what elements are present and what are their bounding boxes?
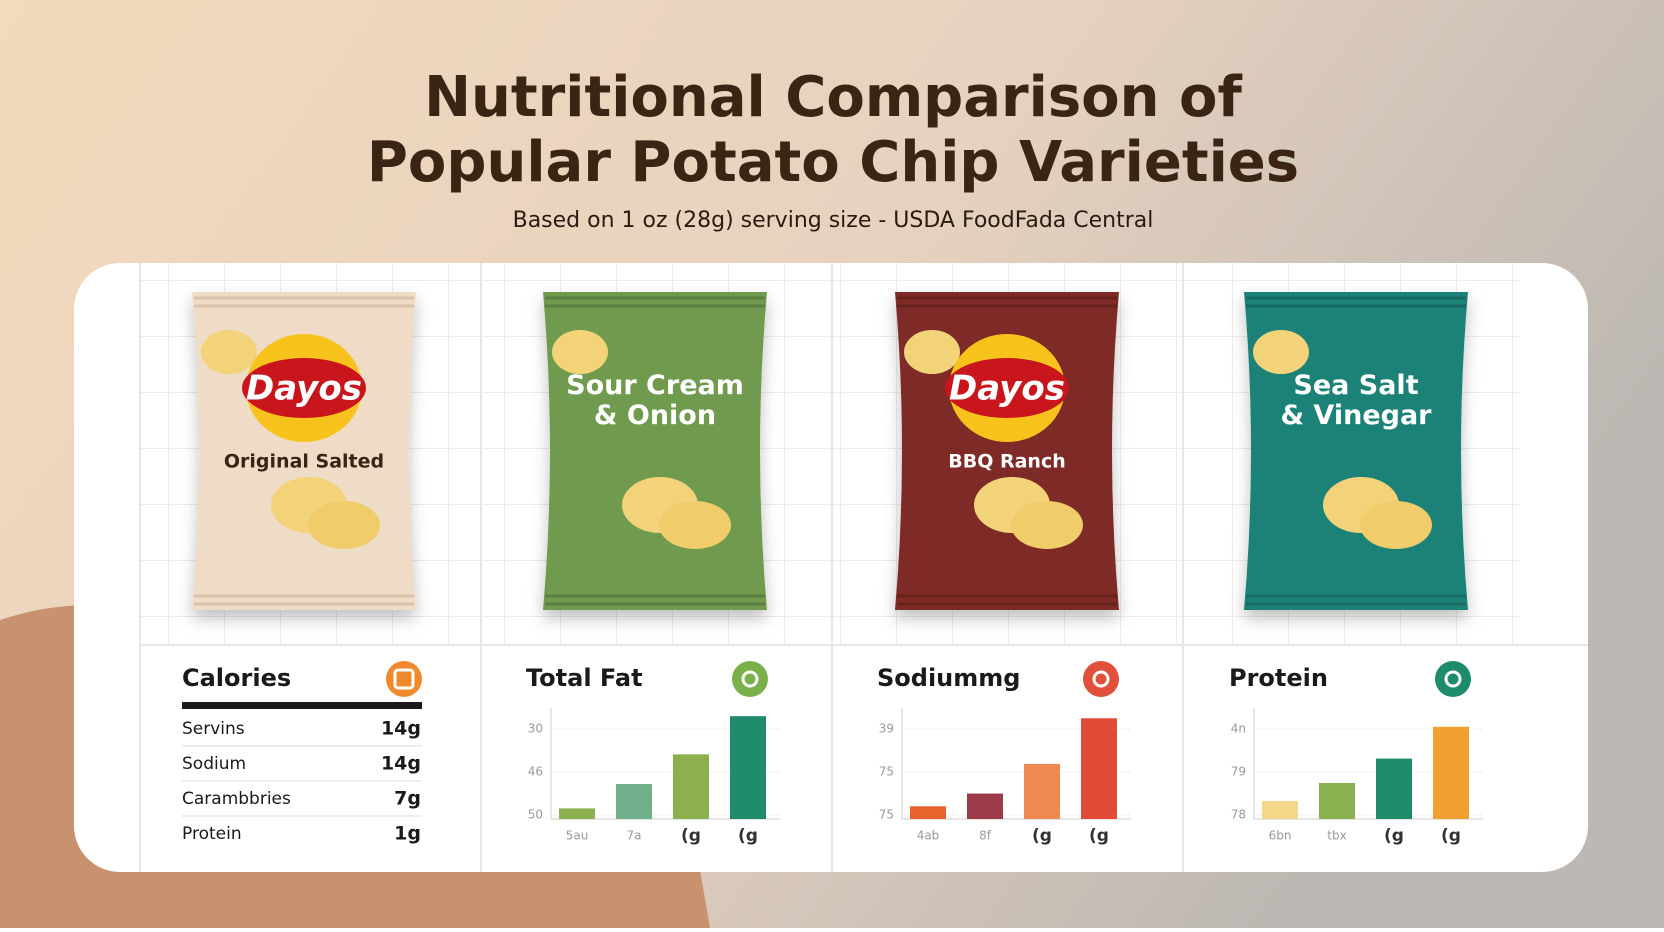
bar bbox=[1433, 726, 1469, 819]
panel-icon bbox=[386, 661, 422, 697]
x-tick-label: (g bbox=[1089, 826, 1109, 846]
x-tick-label: (g bbox=[681, 826, 701, 846]
y-tick-label: 75 bbox=[879, 765, 894, 779]
row-value: 14g bbox=[381, 753, 421, 775]
panel-icon bbox=[732, 661, 768, 697]
panel-title: Sodiummg bbox=[877, 664, 1020, 692]
y-tick-label: 78 bbox=[1231, 808, 1246, 822]
dividers bbox=[139, 263, 1588, 872]
x-tick-label: 5au bbox=[566, 829, 589, 843]
panel-title: Total Fat bbox=[526, 664, 643, 692]
y-tick-label: 39 bbox=[879, 722, 894, 736]
bar bbox=[730, 716, 766, 819]
bar bbox=[910, 806, 946, 819]
chip-bag: Sour Cream & Onion bbox=[543, 292, 767, 610]
flavor: Original Salted bbox=[224, 451, 384, 473]
flavor: Sea Salt & Vinegar bbox=[1280, 370, 1432, 431]
icon-glyph bbox=[1092, 670, 1110, 688]
row-label: Carambbries bbox=[182, 789, 291, 809]
bar bbox=[673, 754, 709, 819]
flavor-line: Sour Cream bbox=[566, 370, 744, 401]
rule bbox=[182, 702, 422, 709]
icon-glyph bbox=[741, 670, 759, 688]
chip bbox=[904, 330, 960, 374]
panel-icon bbox=[1083, 661, 1119, 697]
chip bbox=[308, 501, 380, 549]
panel-title: Calories bbox=[182, 664, 291, 692]
flavor-line: & Vinegar bbox=[1280, 400, 1432, 431]
x-tick-label: 4ab bbox=[917, 829, 940, 843]
chip bbox=[1360, 501, 1432, 549]
panel-icon bbox=[1435, 661, 1471, 697]
bar bbox=[1262, 800, 1298, 819]
chip-bag: Sea Salt & Vinegar bbox=[1244, 292, 1468, 610]
chip-bag: Dayos BBQ Ranch bbox=[895, 292, 1119, 610]
chip bbox=[1253, 330, 1309, 374]
row-label: Sodium bbox=[182, 754, 246, 774]
brand: Dayos bbox=[246, 369, 362, 409]
x-tick-label: 7a bbox=[627, 829, 642, 843]
y-tick-label: 4n bbox=[1231, 722, 1246, 736]
chip bbox=[1011, 501, 1083, 549]
logo-badge bbox=[945, 358, 1069, 418]
x-tick-label: (g bbox=[1032, 826, 1052, 846]
title: Nutritional Comparison of bbox=[424, 65, 1242, 130]
chip bbox=[201, 330, 257, 374]
x-tick-label: 8f bbox=[979, 829, 992, 843]
subtitle: Based on 1 oz (28g) serving size - USDA … bbox=[513, 208, 1154, 233]
x-tick-label: tbx bbox=[1327, 829, 1346, 843]
y-tick-label: 50 bbox=[528, 808, 543, 822]
bar bbox=[1024, 763, 1060, 819]
flavor-line: Sea Salt bbox=[1293, 370, 1418, 401]
row-label: Servins bbox=[182, 719, 245, 739]
chip-bag: Dayos Original Salted bbox=[192, 292, 416, 610]
flavor: BBQ Ranch bbox=[948, 451, 1066, 473]
panel-title: Protein bbox=[1229, 664, 1328, 692]
y-tick-label: 30 bbox=[528, 722, 543, 736]
brand: Dayos bbox=[949, 369, 1065, 409]
x-tick-label: (g bbox=[1384, 826, 1404, 846]
bar bbox=[1319, 782, 1355, 819]
y-tick-label: 79 bbox=[1231, 765, 1246, 779]
x-tick-label: (g bbox=[1441, 826, 1461, 846]
flavor: Sour Cream & Onion bbox=[566, 370, 744, 431]
row-value: 14g bbox=[381, 718, 421, 740]
flavor-line: & Onion bbox=[594, 400, 716, 431]
bar bbox=[967, 793, 1003, 819]
bar bbox=[1376, 758, 1412, 819]
y-tick-label: 46 bbox=[528, 765, 543, 779]
chip bbox=[552, 330, 608, 374]
bar bbox=[559, 808, 595, 819]
logo-badge bbox=[242, 358, 366, 418]
bar bbox=[1081, 718, 1117, 819]
bar bbox=[616, 784, 652, 819]
y-tick-label: 75 bbox=[879, 808, 894, 822]
row-label: Protein bbox=[182, 824, 242, 844]
x-tick-label: (g bbox=[738, 826, 758, 846]
icon-glyph bbox=[393, 668, 415, 690]
row-value: 7g bbox=[394, 788, 421, 810]
row-value: 1g bbox=[394, 823, 421, 845]
title: Popular Potato Chip Varieties bbox=[367, 130, 1299, 195]
x-tick-label: 6bn bbox=[1269, 829, 1292, 843]
chip bbox=[659, 501, 731, 549]
icon-glyph bbox=[1444, 670, 1462, 688]
